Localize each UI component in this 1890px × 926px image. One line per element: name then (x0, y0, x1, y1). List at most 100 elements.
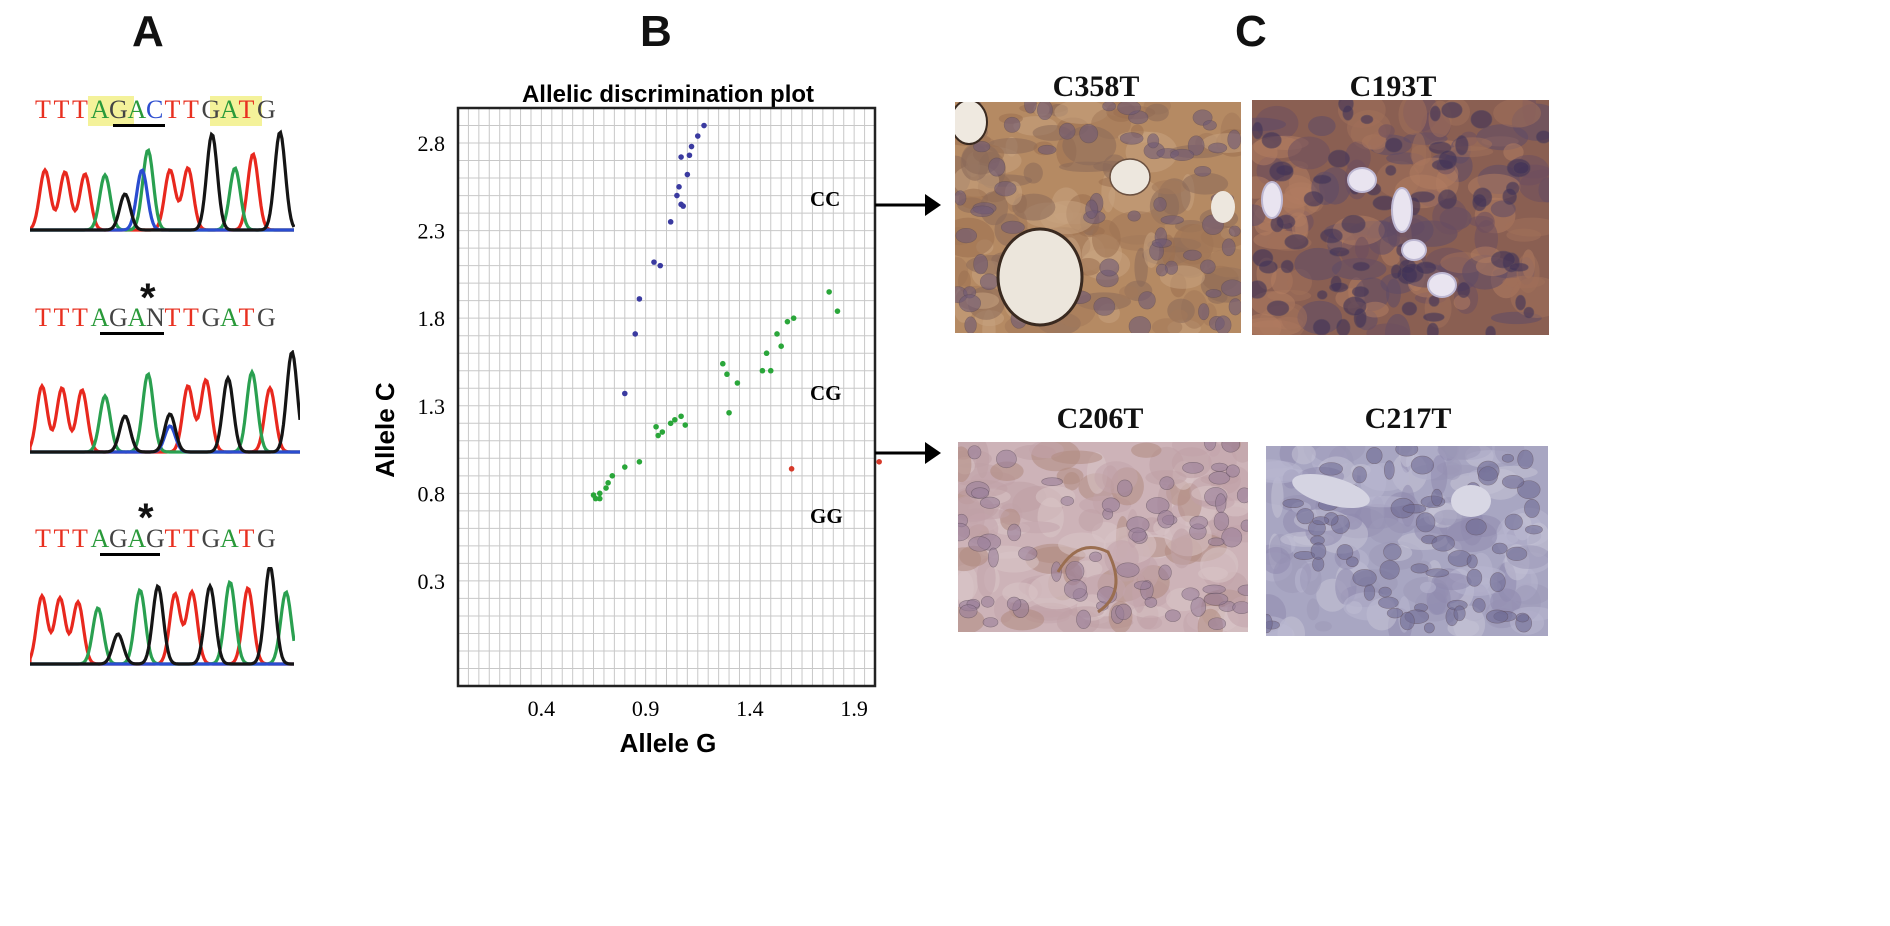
tissue-texture (1252, 313, 1282, 335)
cell-nucleus (1466, 568, 1483, 587)
point-cc (622, 390, 628, 397)
sequence-underline (113, 124, 165, 127)
sequence-base: N (146, 303, 166, 332)
cell-nucleus (982, 617, 999, 628)
tissue-texture (1051, 450, 1103, 465)
arrow-to-positive-images (875, 194, 941, 216)
cluster-label-cc: CC (810, 187, 840, 211)
tissue-texture (1506, 228, 1542, 242)
tissue-texture (1183, 612, 1200, 632)
point-cg (678, 413, 684, 420)
image-label-c217t: C217T (1364, 402, 1452, 435)
cell-nucleus (1336, 318, 1351, 335)
point-cg (605, 480, 611, 486)
chromatogram-3 (30, 567, 295, 666)
cell-nucleus (1437, 189, 1457, 210)
tissue-texture (1433, 509, 1464, 526)
sequence-base: G (201, 524, 222, 553)
sequence-base: T (183, 95, 200, 124)
point-gg (876, 459, 882, 465)
stroma-fiber (1056, 546, 1118, 614)
cell-nucleus (1399, 611, 1415, 631)
histology-image-c193t (1252, 100, 1549, 335)
cell-nucleus (1160, 215, 1184, 225)
cell-nucleus (1194, 165, 1212, 177)
tissue-texture (1346, 110, 1391, 146)
cell-nucleus (1227, 129, 1241, 150)
point-cg (778, 343, 784, 350)
point-cg (636, 459, 643, 465)
tissue-texture (1308, 115, 1336, 136)
cell-nucleus (1524, 499, 1540, 518)
cell-nucleus (1472, 598, 1486, 613)
tissue-texture (1271, 476, 1284, 518)
point-cg (655, 432, 661, 439)
lumen (1347, 167, 1377, 193)
cell-nucleus (994, 181, 1017, 197)
cell-nucleus (979, 273, 999, 291)
tissue-texture (1314, 621, 1332, 632)
tissue-texture (1378, 124, 1395, 138)
cell-nucleus (1425, 568, 1450, 578)
cell-nucleus (1157, 510, 1175, 529)
sequence-trace-1-bases: TTTAGACTTGATG (35, 95, 276, 125)
cell-nucleus (1312, 516, 1330, 526)
lumen (1391, 187, 1413, 233)
cell-nucleus (1102, 102, 1116, 112)
chart-title: Allelic discrimination plot (522, 81, 814, 108)
trace-line-G (30, 567, 294, 666)
point-cg (784, 318, 791, 325)
cell-nucleus (1221, 527, 1243, 548)
cell-nucleus (1165, 609, 1181, 622)
cell-nucleus (1385, 165, 1397, 176)
cell-nucleus (1466, 554, 1478, 569)
tissue-texture (1306, 598, 1320, 621)
cell-nucleus (996, 449, 1017, 469)
cell-nucleus (1402, 504, 1427, 514)
cell-nucleus (1007, 523, 1022, 542)
cell-nucleus (1221, 279, 1241, 297)
y-axis-label: Allele C (370, 382, 400, 478)
histology-image-c217t (1266, 446, 1548, 636)
cell-nucleus (1310, 542, 1327, 560)
cell-nucleus (1147, 133, 1160, 149)
cell-nucleus (1431, 488, 1443, 507)
cell-nucleus (1352, 261, 1370, 272)
cell-nucleus (1378, 596, 1399, 609)
sequence-base: A (90, 524, 111, 553)
point-cg (724, 371, 730, 378)
cell-nucleus (1506, 546, 1528, 561)
sequence-base: A (127, 524, 148, 553)
cell-nucleus (1225, 464, 1240, 478)
sequence-highlight (88, 96, 134, 126)
y-tick-label: 2.8 (418, 131, 446, 156)
cell-nucleus (1366, 447, 1383, 465)
point-cc (686, 152, 693, 159)
sequence-base: T (53, 524, 71, 553)
cell-nucleus (1280, 259, 1294, 274)
cell-nucleus (1128, 527, 1147, 542)
cell-nucleus (1352, 466, 1367, 484)
cell-nucleus (1485, 325, 1496, 335)
x-tick-label: 1.9 (840, 696, 868, 721)
cell-nucleus (1515, 294, 1526, 311)
sequence-base: A (220, 303, 240, 332)
x-tick-label: 0.4 (528, 696, 556, 721)
cell-nucleus (1384, 137, 1403, 153)
cell-nucleus (1261, 131, 1282, 149)
mutation-star: * (140, 276, 156, 320)
tissue-texture (1119, 285, 1139, 299)
sequence-base: G (109, 524, 129, 553)
cell-nucleus (1155, 263, 1168, 277)
point-cg (790, 315, 797, 321)
cell-nucleus (1205, 289, 1222, 298)
cell-nucleus (1144, 596, 1158, 608)
sequence-base: T (238, 303, 256, 332)
tissue-texture (1491, 534, 1519, 545)
tissue-texture (1013, 521, 1060, 534)
cell-nucleus (1037, 102, 1053, 121)
cell-nucleus (1221, 238, 1236, 257)
cell-nucleus (1202, 584, 1226, 595)
tissue-texture (1344, 141, 1371, 174)
cell-nucleus (1517, 480, 1541, 500)
